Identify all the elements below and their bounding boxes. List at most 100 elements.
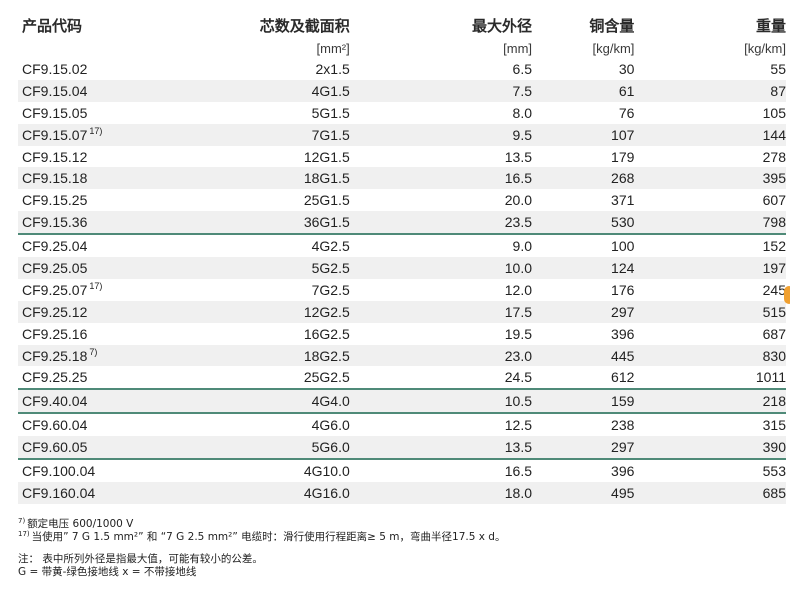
cell-copper: 268 <box>532 167 635 190</box>
cell-cores-text: 5G1.5 <box>311 104 350 121</box>
cell-weight-text: 245 <box>762 281 786 298</box>
cell-product-code-text: CF9.25.12 <box>22 303 88 320</box>
cell-product-code: CF9.15.25 <box>18 189 156 212</box>
cell-weight-text: 685 <box>762 484 786 501</box>
cell-product-code-text: CF9.25.07 <box>22 281 88 298</box>
unit-weight: [kg/km] <box>744 40 786 56</box>
cell-product-code-text: CF9.60.05 <box>22 439 88 456</box>
cell-product-code: CF9.160.04 <box>18 481 156 504</box>
cell-cores: 36G1.5 <box>155 211 350 235</box>
cell-max-diameter: 7.5 <box>349 79 533 102</box>
cell-copper-text: 495 <box>611 484 635 501</box>
cell-weight-text: 515 <box>762 303 786 320</box>
cell-cores: 18G1.5 <box>155 167 350 190</box>
cell-weight-text: 144 <box>762 126 786 143</box>
cell-copper-text: 30 <box>618 60 635 77</box>
cell-weight: 315 <box>634 412 786 437</box>
cell-product-code-text: CF9.15.18 <box>22 170 88 187</box>
cell-product-code-text: CF9.25.04 <box>22 238 88 255</box>
header-cores-cross-section: 芯数及截面积 <box>259 16 350 35</box>
note-legend: G = 带黄-绿色接地线 x = 不带接地线 <box>18 566 197 578</box>
cell-max-diameter-text: 24.5 <box>504 369 533 386</box>
table-body: CF9.15.02 2x1.5 6.5 30 55 CF9.15.04 4G1.5 7.5 61… <box>18 58 786 504</box>
cell-max-diameter: 24.5 <box>349 366 533 390</box>
cell-copper-text: 371 <box>611 192 635 209</box>
cell-product-code-text: CF9.25.18 <box>22 347 88 364</box>
cell-cores-text: 4G16.0 <box>303 484 350 501</box>
table-row: CF9.15.05 5G1.5 8.0 76 105 <box>18 101 786 124</box>
cell-copper-text: 530 <box>611 214 635 231</box>
header-row: 产品代码 芯数及截面积 最大外径 铜含量 重量 <box>18 12 786 38</box>
cell-max-diameter: 18.0 <box>349 481 533 504</box>
cell-weight-text: 1011 <box>755 369 786 386</box>
cell-max-diameter-text: 10.0 <box>504 259 533 276</box>
cell-weight: 87 <box>634 79 786 102</box>
table-row: CF9.25.04 4G2.5 9.0 100 152 <box>18 233 786 258</box>
cell-weight-text: 197 <box>762 259 786 276</box>
cell-cores: 5G2.5 <box>155 257 350 279</box>
cell-max-diameter: 16.5 <box>349 458 533 482</box>
cell-weight: 245 <box>634 278 786 301</box>
unit-diameter: [mm] <box>503 40 533 56</box>
cell-weight-text: 152 <box>762 238 786 255</box>
footnote-ref: 17) <box>89 281 103 292</box>
cell-copper: 371 <box>532 189 635 212</box>
cell-max-diameter: 17.5 <box>349 300 533 323</box>
cell-product-code-text: CF9.15.02 <box>22 60 88 77</box>
cell-cores: 4G16.0 <box>155 481 350 504</box>
cell-product-code: CF9.60.05 <box>18 436 156 460</box>
cell-max-diameter-text: 18.0 <box>504 484 533 501</box>
cell-copper: 297 <box>532 436 635 460</box>
table-row: CF9.25.18 7) 18G2.5 23.0 445 830 <box>18 344 786 367</box>
cell-max-diameter-text: 20.0 <box>504 192 533 209</box>
cell-copper: 176 <box>532 278 635 301</box>
cell-cores-text: 18G2.5 <box>303 347 350 364</box>
page-edge-tab <box>784 286 790 304</box>
cell-max-diameter: 23.5 <box>349 211 533 235</box>
table-row: CF9.100.04 4G10.0 16.5 396 553 <box>18 458 786 482</box>
cell-copper-text: 76 <box>618 104 635 121</box>
cell-product-code-text: CF9.15.04 <box>22 82 88 99</box>
cell-weight-text: 218 <box>762 393 786 410</box>
cell-product-code: CF9.15.36 <box>18 211 156 235</box>
cell-max-diameter: 19.5 <box>349 322 533 345</box>
cell-product-code: CF9.25.16 <box>18 322 156 345</box>
cell-cores: 5G6.0 <box>155 436 350 460</box>
cell-copper: 612 <box>532 366 635 390</box>
cell-max-diameter: 23.0 <box>349 344 533 367</box>
cell-cores: 4G6.0 <box>155 412 350 437</box>
cell-product-code: CF9.15.07 17) <box>18 123 156 146</box>
cell-copper: 76 <box>532 101 635 124</box>
cell-copper: 107 <box>532 123 635 146</box>
cell-copper-text: 159 <box>611 393 635 410</box>
table-row: CF9.15.12 12G1.5 13.5 179 278 <box>18 145 786 168</box>
table-row: CF9.25.07 17) 7G2.5 12.0 176 245 <box>18 278 786 301</box>
cell-weight: 395 <box>634 167 786 190</box>
cell-weight-text: 390 <box>762 439 786 456</box>
cell-cores: 4G10.0 <box>155 458 350 482</box>
cell-cores: 2x1.5 <box>155 58 350 80</box>
table-row: CF9.25.05 5G2.5 10.0 124 197 <box>18 257 786 279</box>
cell-copper: 445 <box>532 344 635 367</box>
table-row: CF9.15.02 2x1.5 6.5 30 55 <box>18 58 786 80</box>
cell-cores: 25G2.5 <box>155 366 350 390</box>
cell-product-code: CF9.25.18 7) <box>18 344 156 367</box>
cell-copper: 179 <box>532 145 635 168</box>
cell-copper-text: 176 <box>611 281 635 298</box>
cell-cores: 5G1.5 <box>155 101 350 124</box>
cell-product-code-text: CF9.160.04 <box>22 484 96 501</box>
cell-product-code: CF9.15.12 <box>18 145 156 168</box>
cell-copper-text: 268 <box>611 170 635 187</box>
cell-cores-text: 12G2.5 <box>303 303 350 320</box>
cell-copper: 159 <box>532 388 635 414</box>
cell-product-code: CF9.25.25 <box>18 366 156 390</box>
cell-max-diameter-text: 19.5 <box>504 325 533 342</box>
cell-weight: 798 <box>634 211 786 235</box>
cell-copper-text: 396 <box>611 325 635 342</box>
header-max-outer-diameter: 最大外径 <box>472 16 533 35</box>
cell-cores-text: 4G6.0 <box>311 417 350 434</box>
cell-max-diameter: 6.5 <box>349 58 533 80</box>
note-tolerance: 注： 表中所列外径是指最大值，可能有较小的公差。 <box>18 553 263 565</box>
cell-cores-text: 4G2.5 <box>311 238 350 255</box>
cell-max-diameter-text: 23.0 <box>504 347 533 364</box>
